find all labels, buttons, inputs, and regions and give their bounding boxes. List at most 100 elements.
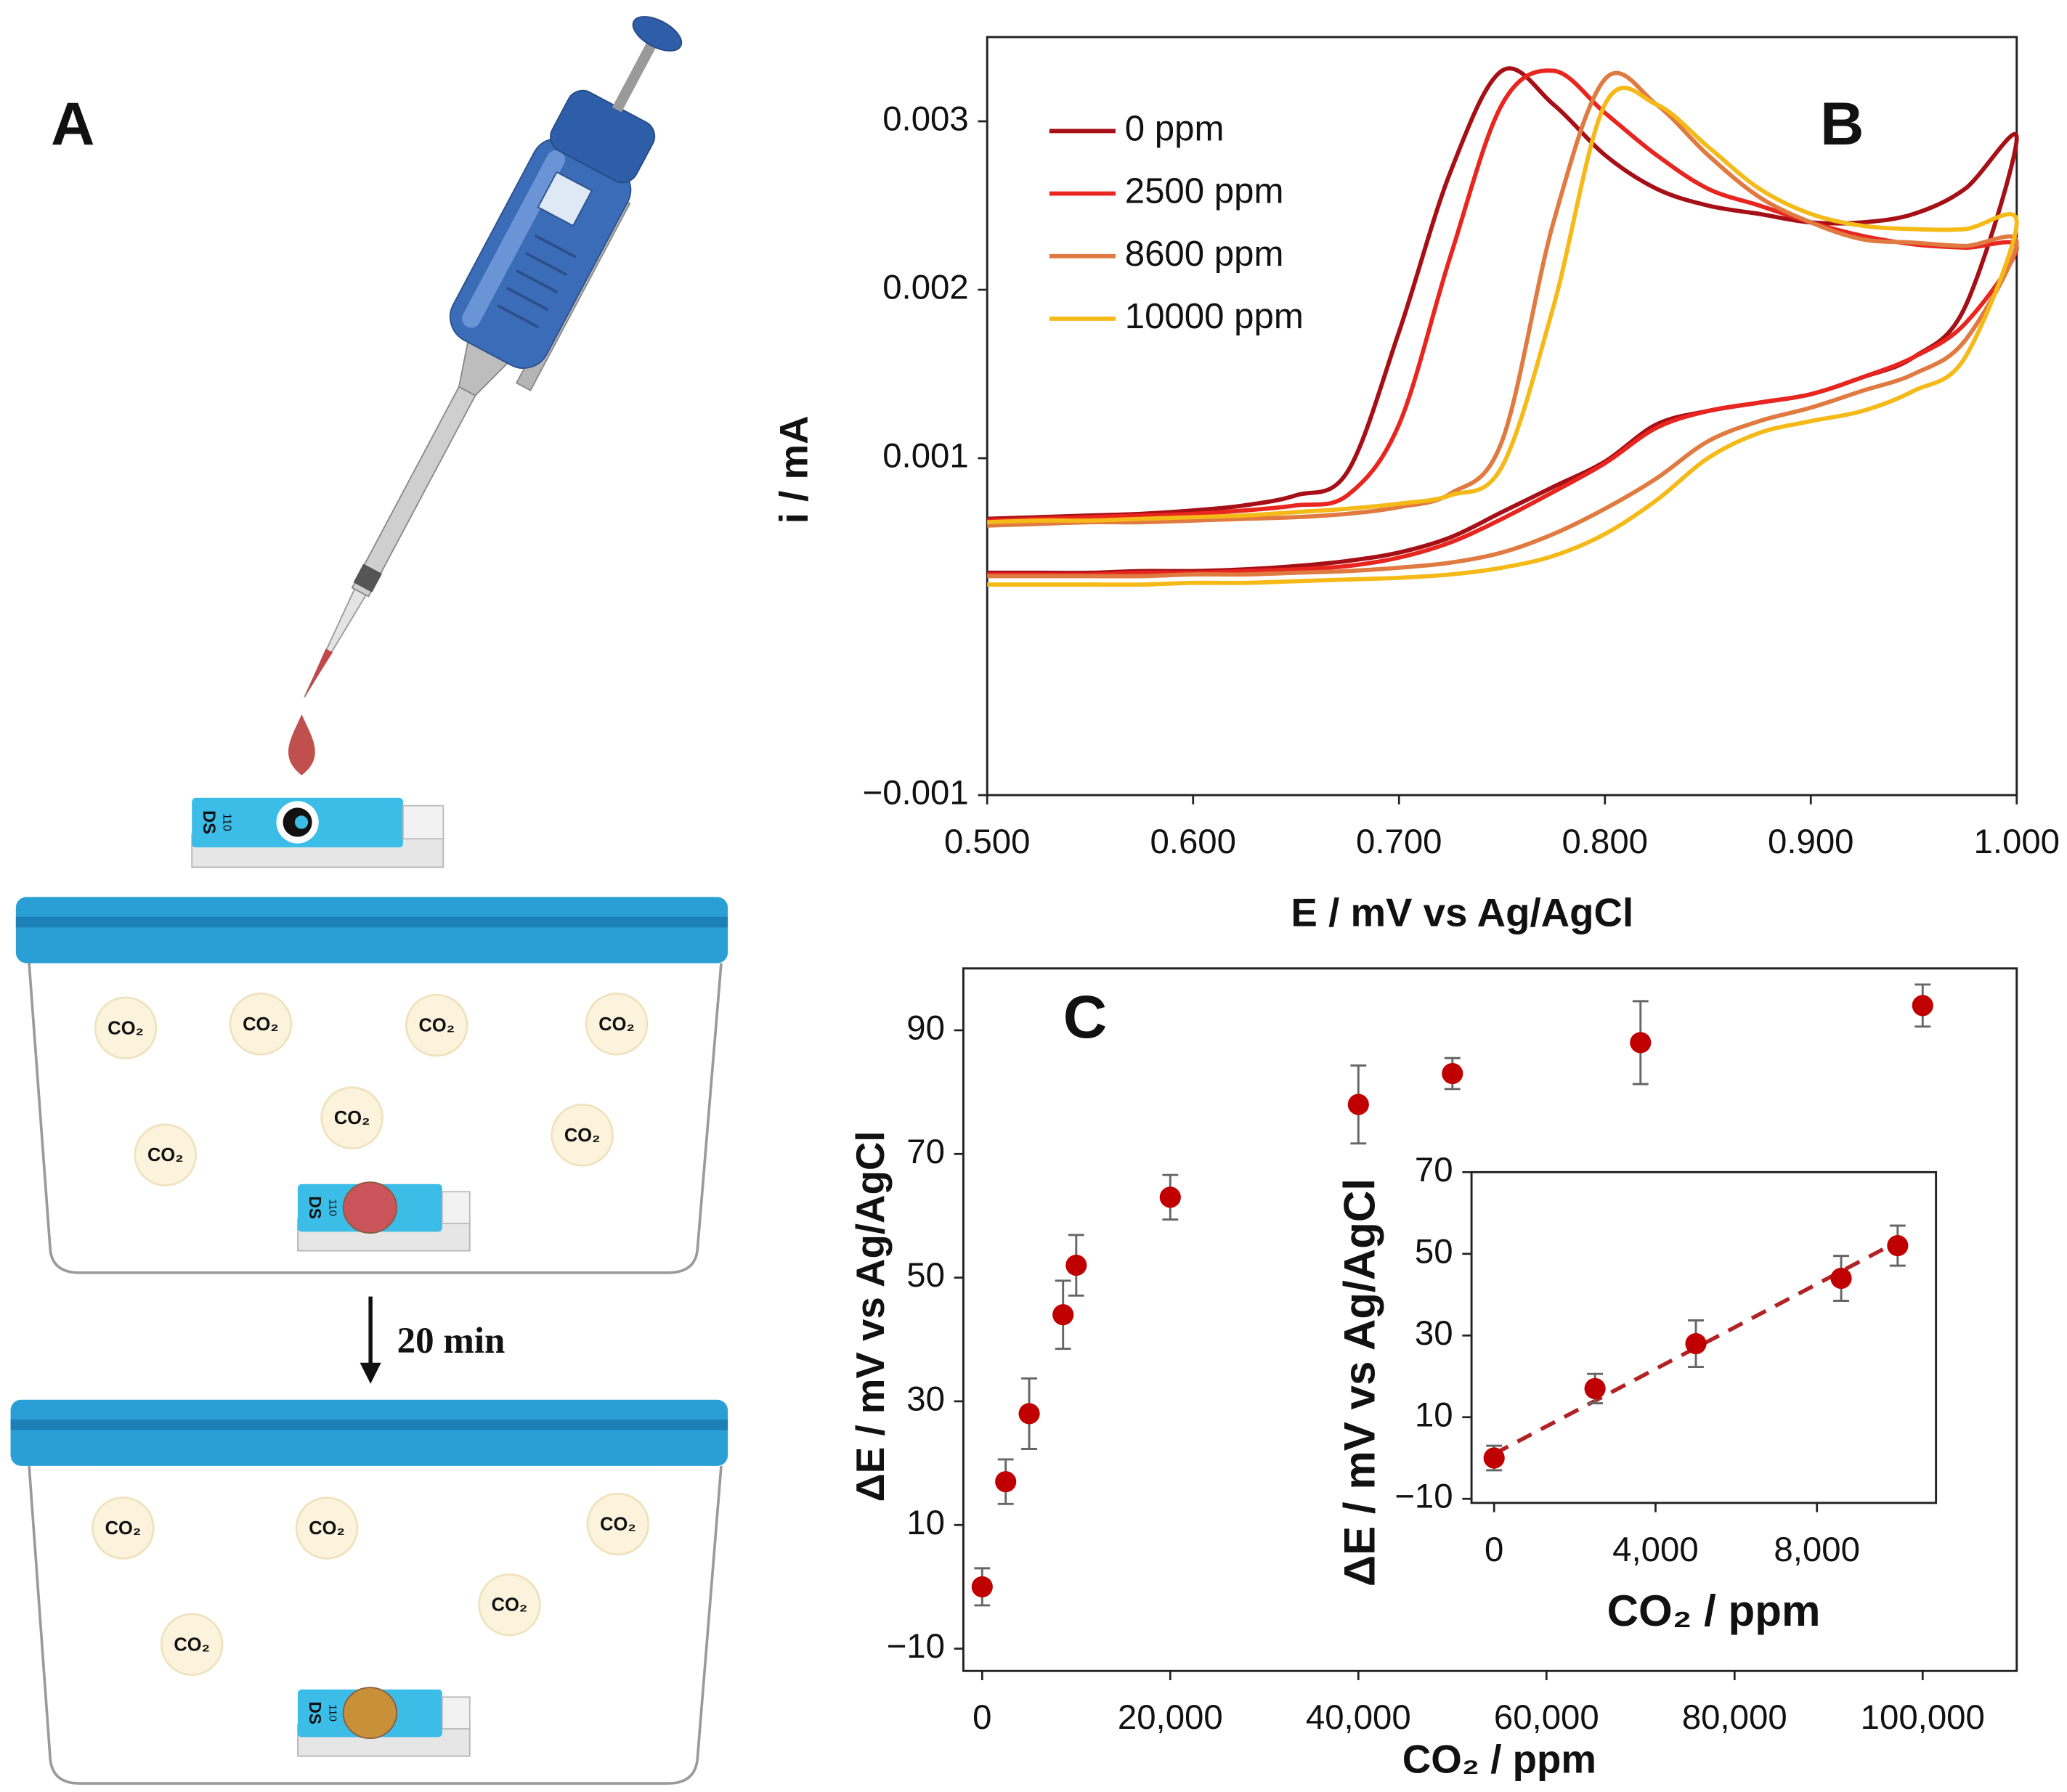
gas-bubble	[320, 1086, 383, 1149]
x-tick-label: 0	[972, 1698, 991, 1737]
gas-bubble	[160, 1613, 224, 1677]
gas-label: CO₂	[309, 1518, 345, 1539]
y-tick-label: 30	[1415, 1314, 1453, 1353]
grip-ridges	[497, 234, 577, 329]
gas-label: CO₂	[600, 1515, 636, 1535]
y-tick-label: 10	[1415, 1396, 1453, 1434]
y-tick-label: 30	[906, 1380, 945, 1418]
data-point	[971, 1576, 993, 1597]
container-lid	[10, 1399, 728, 1466]
sample-spot	[342, 1687, 398, 1740]
panel-label: A	[51, 89, 95, 158]
data-point	[1483, 1447, 1505, 1469]
x-axis-label: CO₂ / ppm	[1402, 1737, 1596, 1781]
x-tick-label: 0	[1485, 1531, 1503, 1569]
x-tick-label: 0.800	[1562, 823, 1648, 861]
inset-chart: 0 4,000 8,000 −10 10 30 50 70 CO₂ / ppm ΔE / mV v…	[1336, 1151, 1938, 1635]
x-tick-label: 0.900	[1768, 823, 1854, 861]
cv-curve	[987, 86, 2019, 587]
data-point	[1887, 1234, 1909, 1257]
gas-label: CO₂	[147, 1145, 184, 1165]
shaft-band	[353, 563, 383, 592]
data-point	[1912, 995, 1933, 1017]
strip-label: 110	[220, 813, 232, 831]
y-axis-label: ΔE / mV vs Ag/AgCl	[848, 1131, 893, 1502]
x-tick-label: 8,000	[1774, 1531, 1860, 1569]
x-tick-label: 0.600	[1150, 823, 1236, 861]
panel-label: B	[1820, 89, 1864, 158]
y-tick-label: −0.001	[863, 774, 969, 812]
y-axis-label: ΔE / mV vs Ag/AgCl	[1336, 1178, 1384, 1587]
strip-label: 110	[326, 1199, 338, 1216]
y-tick-label: 50	[1415, 1232, 1453, 1271]
x-tick-label: 20,000	[1118, 1698, 1223, 1737]
y-tick-label: −10	[1394, 1478, 1453, 1516]
electrode-center	[294, 815, 309, 829]
x-tick-label: 1.000	[1974, 823, 2060, 861]
gas-label: CO₂	[105, 1518, 142, 1539]
x-axis-label: CO₂ / ppm	[1607, 1587, 1821, 1635]
gas-label: CO₂	[418, 1016, 455, 1036]
gas-bubble	[586, 1492, 650, 1556]
legend-label: 10000 ppm	[1125, 296, 1304, 336]
data-point	[1065, 1254, 1087, 1276]
plunger-rod	[612, 34, 660, 113]
x-tick-label: 40,000	[1306, 1698, 1411, 1737]
container-lid	[15, 897, 728, 964]
y-tick-label: 0.001	[882, 437, 969, 476]
strip-contacts	[442, 1191, 471, 1224]
legend-label: 2500 ppm	[1125, 171, 1284, 211]
lid-band	[10, 1420, 728, 1430]
y-tick-label: 70	[1415, 1151, 1453, 1189]
data-point	[995, 1471, 1017, 1493]
chart: 0.500 0.600 0.700 0.800 0.900 1.000 −0.001 0.00…	[771, 36, 2060, 934]
sample-spot	[342, 1181, 398, 1234]
x-tick-label: 60,000	[1494, 1698, 1599, 1737]
data-point	[1630, 1032, 1652, 1054]
cv-curve	[987, 70, 2019, 579]
strip-label: DS	[199, 810, 218, 834]
strip-label: DS	[306, 1701, 325, 1724]
legend-label: 0 ppm	[1125, 108, 1225, 148]
gas-bubble	[585, 993, 649, 1056]
data-point	[1159, 1186, 1181, 1208]
gas-bubble	[229, 993, 293, 1056]
gas-bubble	[94, 996, 158, 1060]
gas-bubble	[92, 1496, 155, 1560]
gas-label: CO₂	[243, 1014, 279, 1035]
gas-label: CO₂	[107, 1018, 144, 1038]
gas-bubble	[478, 1573, 541, 1637]
blood-drop	[288, 714, 315, 775]
data-point	[1830, 1267, 1852, 1290]
container	[10, 1399, 728, 1785]
data-point	[1442, 1062, 1463, 1085]
gas-label: CO₂	[174, 1634, 210, 1655]
arrow-head	[360, 1362, 381, 1384]
gas-bubble	[295, 1496, 359, 1560]
gas-label: CO₂	[334, 1108, 370, 1128]
gas-bubble	[405, 993, 468, 1057]
data-point	[1052, 1304, 1074, 1326]
x-tick-label: 0.700	[1356, 823, 1442, 861]
x-tick-label: 4,000	[1612, 1531, 1699, 1569]
data-point	[1018, 1403, 1040, 1425]
legend-label: 8600 ppm	[1125, 234, 1284, 274]
gas-label: CO₂	[492, 1595, 528, 1616]
strip-contacts	[402, 805, 444, 840]
x-tick-label: 100,000	[1861, 1698, 1985, 1737]
y-axis-label: i / mA	[771, 415, 816, 524]
step-label: 20 min	[397, 1321, 505, 1361]
cv-curve	[987, 68, 2019, 577]
cv-curve	[987, 66, 2019, 575]
strip-label: DS	[306, 1196, 325, 1219]
data-point	[1347, 1093, 1369, 1115]
plunger-button	[632, 16, 683, 52]
y-tick-label: 0.003	[882, 100, 969, 139]
gas-label: CO₂	[564, 1125, 601, 1146]
gas-bubble	[134, 1123, 198, 1186]
y-tick-label: 90	[906, 1009, 945, 1047]
sample-in-tip	[304, 648, 333, 698]
data-point	[1685, 1332, 1707, 1355]
